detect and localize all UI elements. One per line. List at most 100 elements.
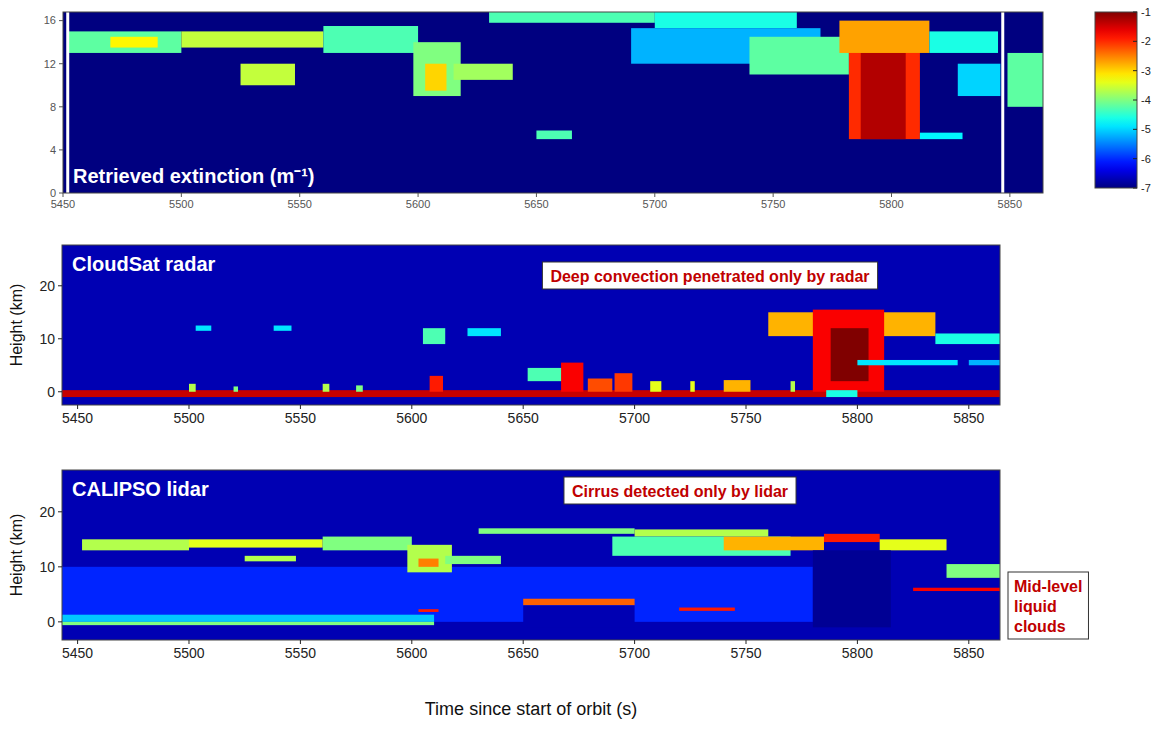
annotation: Mid-levelliquidclouds (1008, 572, 1088, 639)
x-tick (77, 405, 78, 409)
cell (831, 328, 869, 381)
background (62, 245, 1000, 405)
cell (724, 380, 751, 392)
y-tick-label: 4 (50, 144, 56, 156)
cell (241, 64, 295, 86)
y-tick-label: 0 (47, 384, 55, 400)
x-tick-label: 5850 (953, 410, 984, 426)
x-tick-label: 5600 (396, 410, 427, 426)
cell (690, 381, 694, 392)
annotation-text: Deep convection penetrated only by radar (550, 268, 869, 285)
x-axis-title: Time since start of orbit (s) (425, 699, 637, 719)
y-tick-label: 10 (39, 331, 55, 347)
y-tick (58, 566, 62, 567)
cell (880, 539, 947, 550)
y-tick (58, 511, 62, 512)
colorbar-tick (1133, 70, 1137, 71)
y-tick (59, 20, 63, 21)
colorbar-tick-label: -3 (1141, 65, 1151, 77)
plot-area (63, 12, 1043, 193)
frame (62, 245, 1000, 405)
x-tick-label: 5450 (51, 198, 75, 210)
x-tick-label: 5850 (953, 645, 984, 661)
x-tick (891, 193, 892, 197)
x-tick-label: 5550 (285, 645, 316, 661)
cell (724, 537, 824, 551)
annotation-text: Cirrus detected only by lidar (572, 483, 788, 500)
x-tick (654, 193, 655, 197)
x-tick (746, 640, 747, 644)
cell (1007, 53, 1043, 107)
cell (536, 131, 572, 140)
y-tick (59, 63, 63, 64)
x-tick (634, 405, 635, 409)
cell (650, 381, 661, 392)
y-tick (58, 621, 62, 622)
cell (839, 21, 929, 53)
x-tick (181, 193, 182, 197)
cell (655, 12, 797, 28)
x-tick-label: 5700 (619, 410, 650, 426)
annotation-box (1008, 572, 1088, 639)
cell (958, 64, 1001, 96)
cell (62, 615, 434, 622)
y-tick-label: 8 (50, 101, 56, 113)
cell (445, 556, 501, 564)
annotation-text: Mid-levelliquidclouds (1014, 578, 1082, 635)
colorbar-tick-label: -2 (1141, 35, 1151, 47)
colorbar-tick-label: -7 (1141, 182, 1151, 194)
x-tick (188, 405, 189, 409)
x-tick (968, 640, 969, 644)
cell (418, 609, 438, 612)
cell (969, 360, 1000, 365)
colorbar-tick (1133, 129, 1137, 130)
colorbar-tick (1133, 41, 1137, 42)
cell (791, 381, 795, 392)
panel-title: Retrieved extinction (m⁻¹) (73, 165, 314, 187)
frame (62, 470, 1000, 640)
cell (181, 31, 323, 47)
plot-area (62, 470, 1000, 640)
cell (479, 528, 635, 534)
y-tick (58, 285, 62, 286)
colorbar-tick-label: -1 (1141, 6, 1151, 18)
x-tick-label: 5750 (761, 198, 785, 210)
y-tick-label: 10 (39, 559, 55, 575)
y-tick-label: 0 (47, 614, 55, 630)
cell (635, 529, 769, 536)
cell (857, 360, 957, 365)
x-tick (968, 405, 969, 409)
x-tick-label: 5450 (62, 410, 93, 426)
cell (245, 556, 296, 562)
annotation-line: liquid (1014, 598, 1057, 615)
cell (588, 379, 613, 392)
cell (913, 588, 1000, 591)
cell (561, 363, 583, 392)
cell (824, 534, 880, 542)
data-gap (1001, 12, 1004, 193)
x-tick-label: 5550 (285, 410, 316, 426)
x-tick-label: 5450 (62, 645, 93, 661)
x-tick-label: 5500 (169, 198, 193, 210)
colorbar-tick-label: -5 (1141, 123, 1151, 135)
colorbar-tick (1133, 158, 1137, 159)
annotation: Cirrus detected only by lidar (564, 477, 796, 504)
x-tick (411, 405, 412, 409)
cell (82, 539, 189, 550)
cell (813, 310, 884, 392)
x-tick-label: 5700 (619, 645, 650, 661)
background (62, 470, 1000, 640)
cell (68, 31, 182, 53)
cell (234, 386, 238, 391)
cell (356, 385, 363, 391)
panel-title: CALIPSO lidar (72, 478, 209, 500)
x-tick (188, 640, 189, 644)
x-tick-label: 5550 (287, 198, 311, 210)
cell (749, 37, 848, 75)
x-tick-label: 5750 (730, 645, 761, 661)
cell (920, 133, 963, 139)
x-tick (299, 193, 300, 197)
cell (523, 605, 634, 627)
panel: 5450550055505600565057005750580058500102… (8, 470, 1088, 719)
colorbar-tick (1133, 100, 1137, 101)
